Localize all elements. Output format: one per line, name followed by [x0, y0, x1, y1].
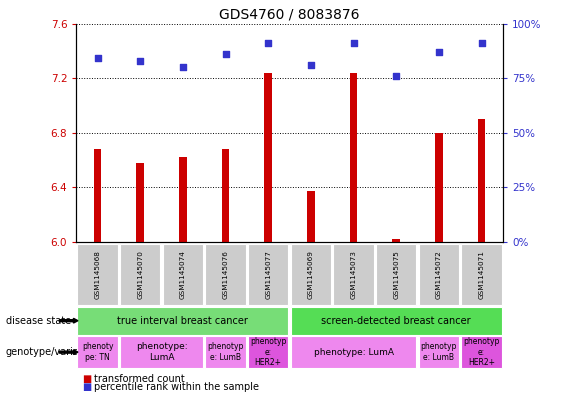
- Bar: [94, 149, 102, 242]
- Text: GSM1145075: GSM1145075: [393, 250, 399, 299]
- Text: GSM1145076: GSM1145076: [223, 250, 229, 299]
- Text: GSM1145069: GSM1145069: [308, 250, 314, 299]
- Point: [434, 49, 444, 55]
- Point: [477, 40, 486, 46]
- Text: ■: ■: [82, 382, 91, 392]
- Text: transformed count: transformed count: [94, 374, 185, 384]
- Point: [392, 73, 401, 79]
- Text: GSM1145077: GSM1145077: [265, 250, 271, 299]
- Bar: [179, 157, 187, 242]
- Text: GSM1145074: GSM1145074: [180, 250, 186, 299]
- Title: GDS4760 / 8083876: GDS4760 / 8083876: [219, 7, 360, 21]
- Text: genotype/variation: genotype/variation: [6, 347, 98, 357]
- Text: phenotyp
e:
HER2+: phenotyp e: HER2+: [463, 337, 499, 367]
- Text: phenotype:
LumA: phenotype: LumA: [136, 342, 188, 362]
- Point: [93, 55, 102, 62]
- Point: [179, 64, 188, 70]
- Bar: [477, 119, 485, 242]
- Text: GSM1145068: GSM1145068: [94, 250, 101, 299]
- Bar: [136, 163, 144, 242]
- Bar: [392, 239, 400, 242]
- Text: percentile rank within the sample: percentile rank within the sample: [94, 382, 259, 392]
- Point: [306, 62, 315, 68]
- Text: GSM1145070: GSM1145070: [137, 250, 144, 299]
- Point: [264, 40, 273, 46]
- Text: phenotyp
e: LumB: phenotyp e: LumB: [207, 342, 244, 362]
- Point: [136, 57, 145, 64]
- Point: [221, 51, 230, 57]
- Bar: [307, 191, 315, 242]
- Bar: [221, 149, 229, 242]
- Text: phenotyp
e:
HER2+: phenotyp e: HER2+: [250, 337, 286, 367]
- Text: phenotyp
e: LumB: phenotyp e: LumB: [421, 342, 457, 362]
- Text: true interval breast cancer: true interval breast cancer: [118, 316, 249, 326]
- Text: screen-detected breast cancer: screen-detected breast cancer: [321, 316, 471, 326]
- Point: [349, 40, 358, 46]
- Bar: [350, 73, 358, 242]
- Bar: [264, 73, 272, 242]
- Text: GSM1145073: GSM1145073: [350, 250, 357, 299]
- Text: phenoty
pe: TN: phenoty pe: TN: [82, 342, 114, 362]
- Text: ■: ■: [82, 374, 91, 384]
- Text: GSM1145072: GSM1145072: [436, 250, 442, 299]
- Text: phenotype: LumA: phenotype: LumA: [314, 348, 394, 356]
- Bar: [435, 133, 443, 242]
- Text: disease state: disease state: [6, 316, 71, 326]
- Text: GSM1145071: GSM1145071: [479, 250, 485, 299]
